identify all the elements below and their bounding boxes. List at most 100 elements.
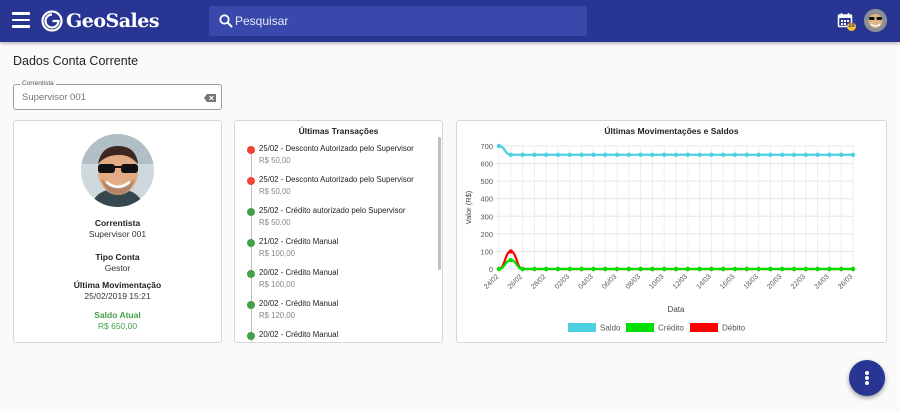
chart-title: Últimas Movimentações e Saldos: [604, 126, 739, 136]
transaction-title: 21/02 - Crédito Manual: [259, 237, 339, 246]
profile-card: Correntista Supervisor 001 Tipo Conta Ge…: [13, 120, 222, 343]
data-point: [791, 266, 797, 272]
transaction-item[interactable]: 20/02 - Crédito Manual: [235, 329, 435, 342]
y-tick-label: 400: [480, 195, 493, 204]
transaction-item[interactable]: 20/02 - Crédito Manual R$ 100,00: [235, 267, 435, 298]
globe-icon: [41, 10, 63, 32]
correntista-input[interactable]: [22, 90, 202, 105]
data-point: [803, 266, 808, 272]
menu-icon[interactable]: [12, 12, 30, 28]
correntista-value: Supervisor 001: [88, 229, 147, 239]
calendar-badge: 10: [847, 22, 856, 31]
data-point: [709, 152, 714, 157]
legend-label: Saldo: [600, 324, 621, 333]
data-point: [567, 152, 572, 157]
x-tick-label: 04/03: [577, 273, 594, 290]
page-title: Dados Conta Corrente: [13, 54, 139, 68]
transaction-item[interactable]: 25/02 - Crédito autorizado pelo Supervis…: [235, 205, 435, 236]
credit-dot-icon: [247, 239, 255, 247]
x-tick-label: 06/03: [601, 273, 618, 290]
data-point: [520, 152, 525, 157]
data-point: [614, 266, 620, 272]
data-point: [780, 152, 785, 157]
data-point: [732, 152, 738, 157]
data-point: [756, 266, 761, 272]
data-point: [579, 152, 584, 157]
correntista-field[interactable]: Correntista: [13, 79, 222, 110]
correntista-label: Correntista: [94, 218, 141, 228]
data-point: [827, 152, 832, 157]
more-actions-button[interactable]: [849, 360, 885, 396]
transaction-title: 20/02 - Crédito Manual: [259, 330, 339, 339]
data-point: [850, 266, 856, 272]
tipo-conta-label: Tipo Conta: [95, 252, 140, 262]
correntista-field-label: Correntista: [20, 79, 56, 89]
app-logo[interactable]: GeoSales: [40, 6, 160, 36]
transaction-amount: R$ 50,00: [259, 156, 291, 165]
data-point: [697, 266, 702, 272]
debit-dot-icon: [247, 146, 255, 154]
transaction-amount: R$ 100,00: [259, 280, 295, 289]
y-tick-label: 200: [480, 230, 493, 239]
data-point: [756, 152, 761, 157]
chart-card: Últimas Movimentações e Saldos 0 100 200 30…: [456, 120, 887, 343]
movements-chart: 0 100 200 300 400 500 600 700 24/02 26/02 28/02 02/…: [464, 142, 856, 333]
data-point: [850, 152, 856, 157]
x-tick-label: 10/03: [648, 273, 665, 290]
clear-icon[interactable]: [204, 94, 216, 102]
transaction-item[interactable]: 21/02 - Crédito Manual R$ 100,00: [235, 236, 435, 267]
y-tick-label: 0: [489, 265, 493, 274]
transaction-title: 20/02 - Crédito Manual: [259, 268, 339, 277]
data-point: [685, 266, 690, 272]
debit-dot-icon: [247, 177, 255, 185]
transactions-card: Últimas Transações 25/02 - Desconto Auto…: [234, 120, 443, 343]
y-tick-label: 700: [480, 142, 493, 151]
credit-dot-icon: [247, 208, 255, 216]
data-point: [791, 152, 797, 157]
data-point: [591, 152, 596, 157]
search-bar[interactable]: [209, 6, 587, 36]
transaction-item[interactable]: 25/02 - Desconto Autorizado pelo Supervi…: [235, 143, 435, 174]
credit-dot-icon: [247, 301, 255, 309]
x-tick-label: 22/03: [790, 273, 807, 290]
saldo-atual-value: R$ 650,00: [97, 321, 138, 331]
legend-swatch: [690, 323, 718, 332]
credit-dot-icon: [247, 332, 255, 340]
ultima-movimentacao-label: Última Movimentação: [73, 280, 162, 290]
data-point: [544, 152, 549, 157]
y-tick-label: 100: [480, 247, 493, 256]
app-name: GeoSales: [66, 10, 160, 32]
user-avatar[interactable]: [864, 9, 887, 32]
data-point: [721, 152, 726, 157]
transactions-scrollbar[interactable]: [438, 137, 441, 270]
top-app-bar: GeoSales 10: [0, 0, 900, 42]
data-point: [532, 266, 537, 272]
legend-swatch: [568, 323, 596, 332]
data-point: [662, 152, 667, 157]
data-point: [638, 152, 643, 157]
data-point: [638, 266, 643, 272]
transaction-item[interactable]: 20/02 - Crédito Manual R$ 120,00: [235, 298, 435, 329]
transaction-amount: R$ 50,00: [259, 218, 291, 227]
data-point: [732, 266, 738, 272]
y-tick-label: 600: [480, 160, 493, 169]
y-tick-label: 500: [480, 177, 493, 186]
x-tick-label: 28/02: [530, 273, 547, 290]
data-point: [496, 266, 502, 272]
data-point: [544, 266, 549, 272]
credit-dot-icon: [247, 270, 255, 278]
transaction-item[interactable]: 25/02 - Desconto Autorizado pelo Supervi…: [235, 174, 435, 205]
calendar-button[interactable]: 10: [837, 12, 857, 32]
data-point: [579, 266, 584, 272]
data-point: [768, 152, 773, 157]
x-tick-label: 20/03: [766, 273, 783, 290]
x-tick-label: 18/03: [743, 273, 760, 290]
data-point: [815, 266, 820, 272]
legend-label: Crédito: [658, 324, 684, 333]
data-point: [496, 143, 502, 149]
data-point: [839, 152, 844, 157]
data-point: [827, 266, 832, 272]
search-input[interactable]: [235, 6, 575, 36]
data-point: [520, 266, 525, 272]
transaction-title: 25/02 - Crédito autorizado pelo Supervis…: [259, 206, 406, 215]
